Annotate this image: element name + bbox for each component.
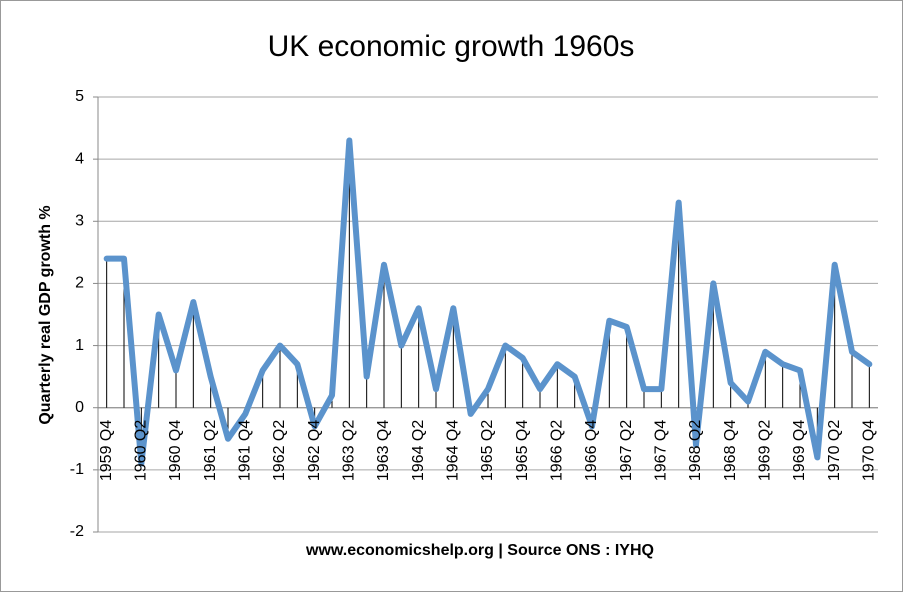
x-tick-label: 1967 Q2 (618, 420, 635, 481)
x-tick-label: 1961 Q2 (202, 420, 219, 481)
x-tick-label: 1968 Q4 (722, 420, 739, 481)
x-tick-label: 1968 Q2 (687, 420, 704, 481)
y-tick-label: 0 (75, 399, 84, 416)
y-tick-label: -2 (70, 523, 84, 540)
y-tick-label: 5 (75, 88, 84, 105)
chart-title: UK economic growth 1960s (268, 30, 635, 63)
x-tick-label: 1959 Q4 (98, 420, 115, 481)
data-line (103, 137, 873, 467)
x-tick-label: 1964 Q2 (410, 420, 427, 481)
x-tick-label: 1964 Q4 (445, 420, 462, 481)
x-tick-label: 1969 Q4 (791, 420, 808, 481)
x-tick-label: 1967 Q4 (653, 420, 670, 481)
x-tick-label: 1963 Q4 (375, 420, 392, 481)
x-tick-label: 1965 Q2 (479, 420, 496, 481)
x-tick-label: 1960 Q2 (133, 420, 150, 481)
y-axis-label: Quarterly real GDP growth % (37, 205, 54, 424)
x-tick-label: 1970 Q4 (861, 420, 878, 481)
x-tick-label: 1963 Q2 (341, 420, 358, 481)
x-tick-label: 1966 Q2 (549, 420, 566, 481)
y-tick-label: 1 (75, 337, 84, 354)
x-tick-label: 1969 Q2 (757, 420, 774, 481)
y-tick-label: -1 (70, 461, 84, 478)
x-axis-label: www.economicshelp.org | Source ONS : IYH… (305, 542, 654, 559)
x-tick-label: 1962 Q2 (271, 420, 288, 481)
y-tick-label: 4 (75, 150, 84, 167)
x-tick-label: 1962 Q4 (306, 420, 323, 481)
y-tick-label: 3 (75, 213, 84, 230)
x-tick-label: 1966 Q4 (583, 420, 600, 481)
x-tick-label: 1960 Q4 (167, 420, 184, 481)
x-tick-label: 1965 Q4 (514, 420, 531, 481)
x-tick-label: 1961 Q4 (237, 420, 254, 481)
x-tick-label: 1970 Q2 (826, 420, 843, 481)
y-tick-label: 2 (75, 275, 84, 292)
